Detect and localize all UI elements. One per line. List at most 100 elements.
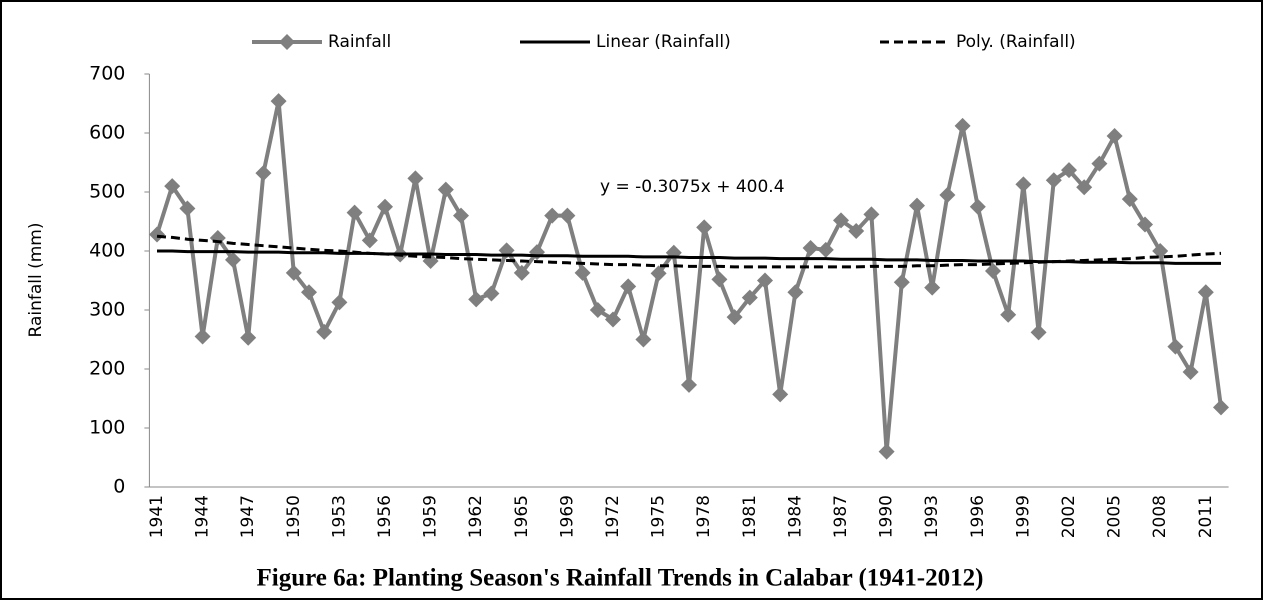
data-point — [331, 294, 348, 311]
x-tick-label: 1953 — [329, 495, 349, 538]
y-tick-label: 0 — [113, 476, 125, 498]
legend-label: Linear (Rainfall) — [596, 32, 731, 52]
data-point — [301, 284, 317, 301]
x-tick-label: 1969 — [557, 495, 577, 538]
data-point — [954, 117, 971, 134]
y-axis-label: Rainfall (mm) — [26, 223, 46, 338]
data-point — [620, 278, 637, 295]
x-tick-label: 1981 — [740, 495, 760, 538]
data-point — [878, 443, 895, 460]
data-point — [1106, 127, 1123, 144]
data-point — [1167, 338, 1184, 355]
figure-caption: Figure 6a: Planting Season's Rainfall Tr… — [257, 565, 984, 592]
data-point — [574, 264, 591, 281]
x-tick-label: 1944 — [193, 495, 213, 538]
data-point — [179, 200, 196, 217]
data-point — [361, 232, 378, 249]
data-point — [407, 170, 424, 187]
x-tick-label: 1962 — [466, 495, 486, 538]
x-tick-label: 1975 — [649, 495, 669, 538]
trend-equation: y = -0.3075x + 400.4 — [600, 177, 785, 197]
data-point — [149, 226, 165, 243]
data-point — [255, 165, 272, 182]
x-tick-label: 1993 — [922, 495, 942, 538]
y-tick-label: 600 — [89, 122, 125, 144]
data-point — [893, 274, 910, 291]
data-point — [909, 197, 925, 214]
data-point — [635, 331, 652, 348]
data-point — [1091, 155, 1108, 172]
data-point — [772, 386, 789, 403]
data-point — [437, 181, 454, 198]
x-tick-label: 2011 — [1196, 495, 1216, 538]
x-tick-label: 1996 — [968, 495, 988, 538]
legend-label: Poly. (Rainfall) — [956, 32, 1076, 52]
data-point — [316, 323, 333, 340]
data-point — [1045, 172, 1062, 189]
data-point — [969, 198, 986, 215]
data-point — [1152, 243, 1169, 259]
x-tick-label: 2008 — [1150, 495, 1170, 538]
data-point — [848, 222, 865, 239]
data-point — [757, 272, 773, 289]
data-point — [1000, 306, 1017, 323]
data-point — [924, 279, 941, 296]
x-tick-label: 1978 — [694, 495, 714, 538]
legend-marker — [279, 34, 295, 50]
data-point — [1015, 176, 1032, 193]
data-point — [1137, 216, 1153, 233]
data-point — [833, 212, 849, 229]
data-point — [1121, 191, 1138, 208]
x-tick-label: 1972 — [603, 495, 623, 538]
series-line — [156, 234, 1222, 269]
y-tick-label: 700 — [89, 63, 125, 85]
y-tick-label: 200 — [89, 358, 125, 380]
x-tick-label: 1990 — [877, 495, 897, 538]
data-point — [453, 207, 469, 224]
data-point — [240, 329, 257, 346]
x-tick-label: 1965 — [512, 495, 532, 538]
data-point — [513, 264, 530, 281]
data-point — [1182, 363, 1199, 380]
data-point — [483, 285, 500, 302]
data-point — [650, 265, 667, 282]
x-tick-label: 1950 — [284, 495, 304, 538]
data-point — [863, 206, 880, 223]
data-point — [711, 271, 728, 288]
data-point — [346, 204, 363, 221]
data-point — [696, 219, 713, 236]
x-tick-label: 1987 — [831, 495, 851, 538]
data-point — [985, 263, 1001, 280]
x-tick-label: 1984 — [785, 495, 805, 538]
data-point — [605, 311, 621, 328]
data-point — [726, 309, 743, 326]
data-point — [741, 289, 758, 306]
y-tick-label: 300 — [89, 299, 125, 321]
y-tick-label: 100 — [89, 417, 125, 439]
data-point — [1061, 162, 1077, 179]
legend-label: Rainfall — [328, 32, 391, 52]
data-point — [1197, 284, 1214, 301]
data-point — [1213, 399, 1229, 416]
data-point — [270, 93, 287, 110]
data-point — [285, 264, 302, 281]
x-tick-label: 1947 — [238, 495, 258, 538]
y-tick-label: 500 — [89, 181, 125, 203]
data-point — [544, 207, 561, 224]
x-tick-label: 1941 — [147, 495, 167, 538]
x-tick-label: 1959 — [421, 495, 441, 538]
data-point — [225, 251, 241, 268]
x-tick-label: 2002 — [1059, 495, 1079, 538]
data-point — [681, 376, 697, 393]
data-point — [468, 291, 485, 308]
y-tick-label: 400 — [89, 240, 125, 262]
data-point — [194, 328, 211, 345]
data-point — [1076, 179, 1093, 196]
data-point — [802, 240, 819, 257]
data-point — [787, 284, 804, 301]
data-point — [377, 198, 393, 215]
data-point — [1030, 324, 1047, 341]
data-point — [559, 207, 576, 224]
